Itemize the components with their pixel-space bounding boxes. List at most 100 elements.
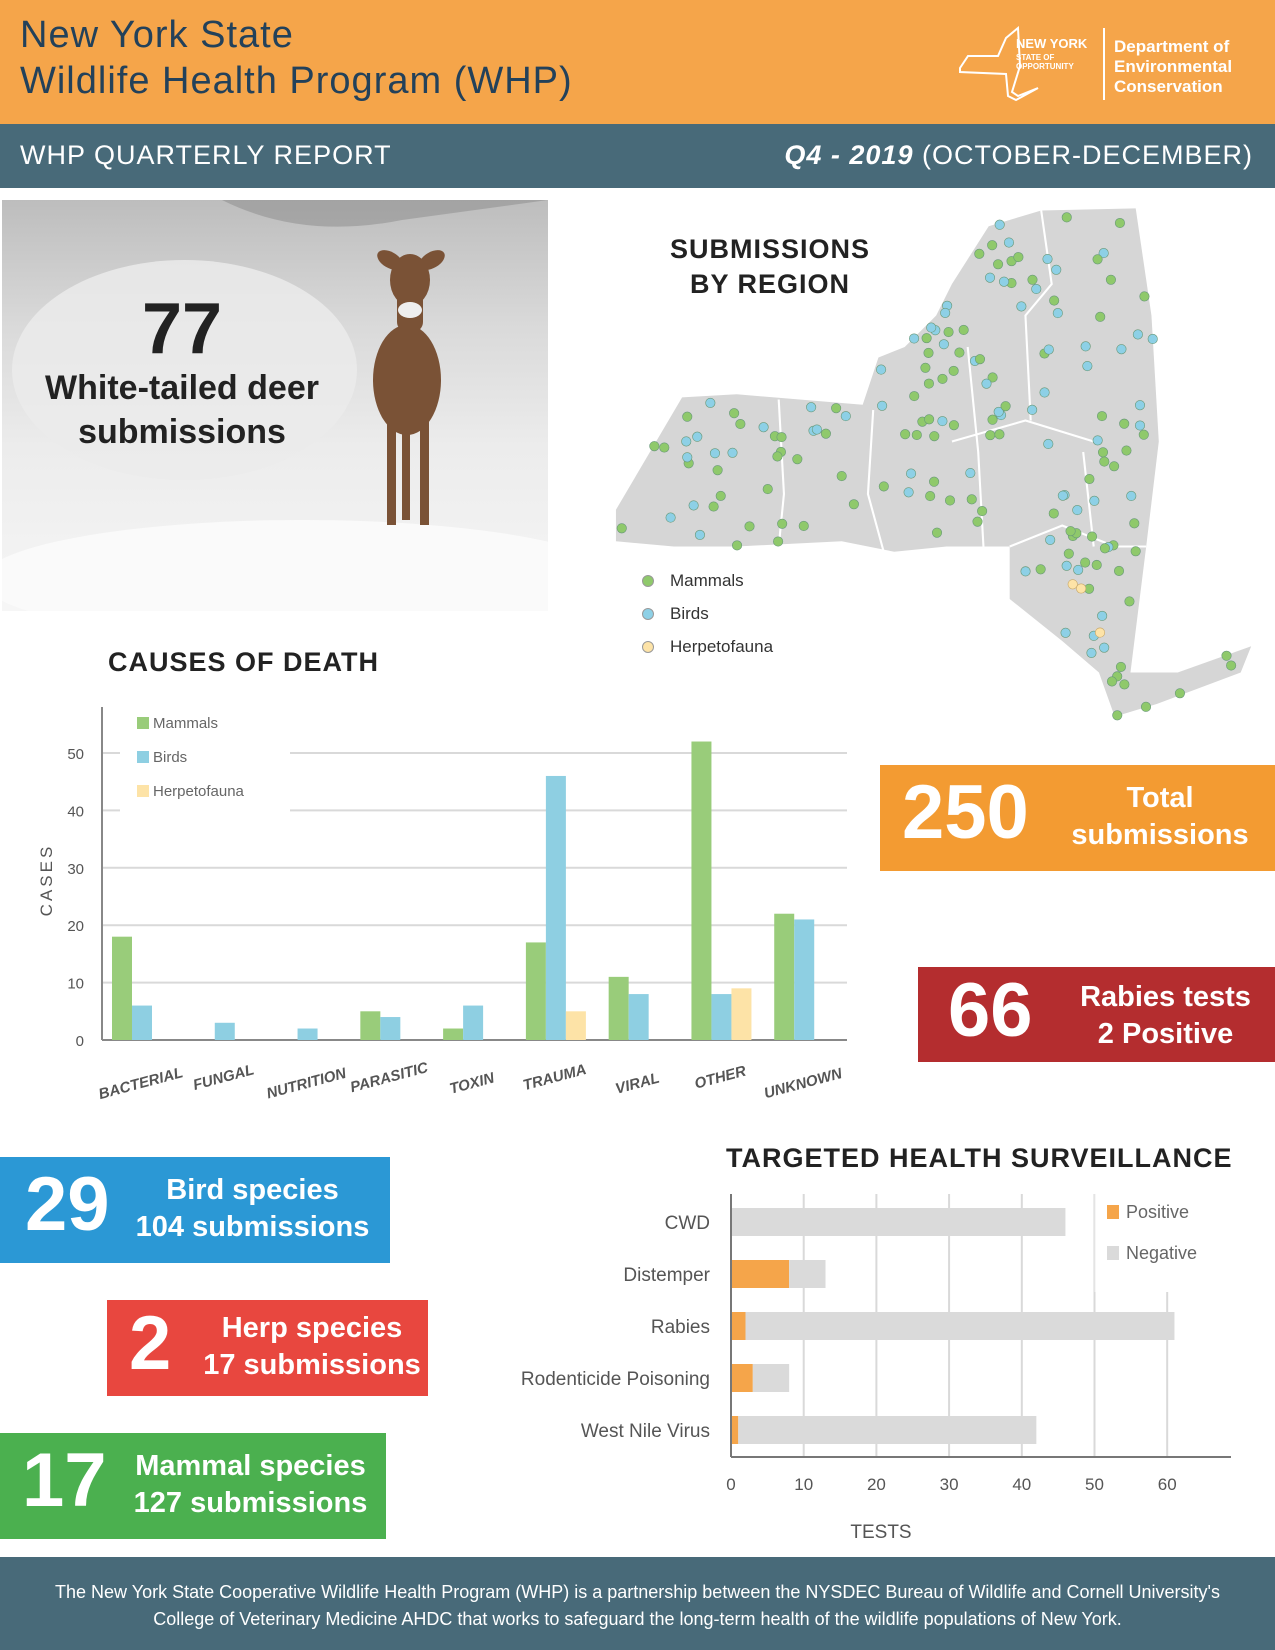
submission-dot	[937, 416, 948, 427]
submission-dot	[709, 448, 721, 459]
submission-dot	[681, 436, 692, 447]
submission-dot	[840, 411, 851, 422]
submission-dot	[911, 429, 922, 441]
submission-dot	[1098, 248, 1109, 259]
submission-dot	[1086, 647, 1097, 658]
stat-number: 66	[948, 968, 1033, 1053]
stat-text: Herp species 17 submissions	[202, 1310, 422, 1384]
x-tick-label: TOXIN	[448, 1069, 498, 1098]
title-line-1: New York State	[20, 14, 294, 56]
x-tick-label: NUTRITION	[265, 1065, 349, 1103]
submission-dot	[1099, 543, 1110, 554]
submission-dot	[1016, 301, 1027, 312]
stat-line: Bird species	[166, 1174, 339, 1206]
legend-label: Herpetofauna	[670, 637, 774, 656]
submission-dot	[987, 240, 998, 251]
submission-dot	[1027, 404, 1038, 415]
deer-illustration	[2, 200, 548, 611]
submission-dot	[998, 276, 1010, 287]
submission-dot	[993, 259, 1004, 270]
stat-text: Rabies tests 2 Positive	[1068, 979, 1263, 1053]
submission-dot	[944, 495, 956, 506]
submission-dot	[831, 403, 842, 414]
submission-dot	[1114, 217, 1125, 229]
bar-positive	[731, 1312, 746, 1340]
submission-dot	[705, 397, 716, 408]
stat-line: Mammal species	[135, 1450, 366, 1482]
submission-dot	[1051, 264, 1062, 275]
submission-dot	[948, 420, 959, 431]
submission-dot	[958, 324, 969, 336]
submission-dot	[729, 408, 740, 419]
total-submissions-box: 250 Total submissions	[880, 765, 1275, 871]
y-tick-label: 40	[67, 803, 84, 820]
submission-dot	[1052, 308, 1063, 319]
deer-label-2: submissions	[78, 413, 286, 451]
submission-dot	[909, 333, 920, 344]
submission-dot	[1048, 508, 1059, 519]
submission-dot	[1147, 333, 1158, 345]
bar-mammals	[360, 1011, 381, 1040]
quarter-label: Q4 - 2019	[784, 140, 914, 170]
submission-dot	[878, 481, 889, 492]
submission-dot	[948, 365, 959, 376]
submission-dot	[903, 487, 914, 498]
submission-dot	[929, 476, 940, 487]
submission-dot	[921, 333, 932, 344]
stat-line: Rabies tests	[1080, 981, 1251, 1013]
footer: The New York State Cooperative Wildlife …	[0, 1557, 1275, 1650]
submission-dot	[1129, 518, 1140, 529]
bar-birds	[380, 1017, 401, 1040]
submission-dot	[708, 501, 719, 512]
submission-dot	[1076, 583, 1087, 594]
legend-label: Positive	[1126, 1202, 1189, 1222]
submission-dot	[1116, 344, 1127, 355]
stat-text: Mammal species 127 submissions	[128, 1448, 373, 1522]
submission-dot	[1049, 295, 1060, 306]
mammal-species-box: 17 Mammal species 127 submissions	[0, 1433, 386, 1539]
stat-number: 17	[22, 1438, 107, 1523]
y-tick-label: Distemper	[623, 1265, 710, 1286]
deer-photo: 77 White-tailed deer submissions	[2, 200, 548, 611]
submission-dot	[1138, 429, 1149, 440]
submission-dot	[682, 411, 693, 422]
footer-line-1: The New York State Cooperative Wildlife …	[55, 1582, 1220, 1602]
submission-dot	[1042, 253, 1053, 265]
x-tick-label: 10	[794, 1475, 813, 1494]
stat-number: 2	[129, 1301, 172, 1386]
legend-swatch	[137, 751, 149, 763]
submission-dot	[977, 506, 988, 517]
submission-dot	[1060, 627, 1071, 638]
y-tick-label: 20	[67, 918, 84, 935]
submission-dot	[1073, 564, 1084, 575]
submission-dot	[1174, 688, 1185, 699]
bird-species-box: 29 Bird species 104 submissions	[0, 1157, 390, 1263]
y-tick-label: West Nile Virus	[581, 1421, 710, 1442]
submission-dot	[1072, 505, 1083, 516]
x-tick-label: VIRAL	[614, 1070, 662, 1098]
herp-species-box: 2 Herp species 17 submissions	[107, 1300, 428, 1396]
submission-dot	[1031, 283, 1042, 295]
submission-dot	[1091, 559, 1102, 571]
submission-dot	[820, 428, 831, 439]
submission-dot	[744, 521, 755, 532]
submission-dot	[920, 362, 931, 373]
submission-dot	[1082, 360, 1093, 372]
submission-dot	[712, 465, 723, 476]
y-tick-label: Rabies	[651, 1317, 710, 1338]
submission-dot	[1065, 526, 1076, 537]
submission-dot	[1134, 420, 1146, 431]
submission-dot	[688, 500, 699, 511]
bar-negative	[738, 1416, 1037, 1444]
svg-text:NEW YORK: NEW YORK	[1016, 36, 1088, 51]
deer-count: 77	[141, 289, 223, 369]
submission-dot	[1043, 344, 1054, 355]
bar-negative	[731, 1208, 1066, 1236]
y-tick-label: 50	[67, 746, 84, 763]
submission-dot	[1096, 411, 1108, 422]
legend-swatch	[137, 717, 149, 729]
submission-dot	[732, 540, 743, 551]
submission-dot	[735, 418, 746, 430]
svg-text:Conservation: Conservation	[1114, 77, 1223, 96]
submission-dot	[1043, 438, 1054, 449]
